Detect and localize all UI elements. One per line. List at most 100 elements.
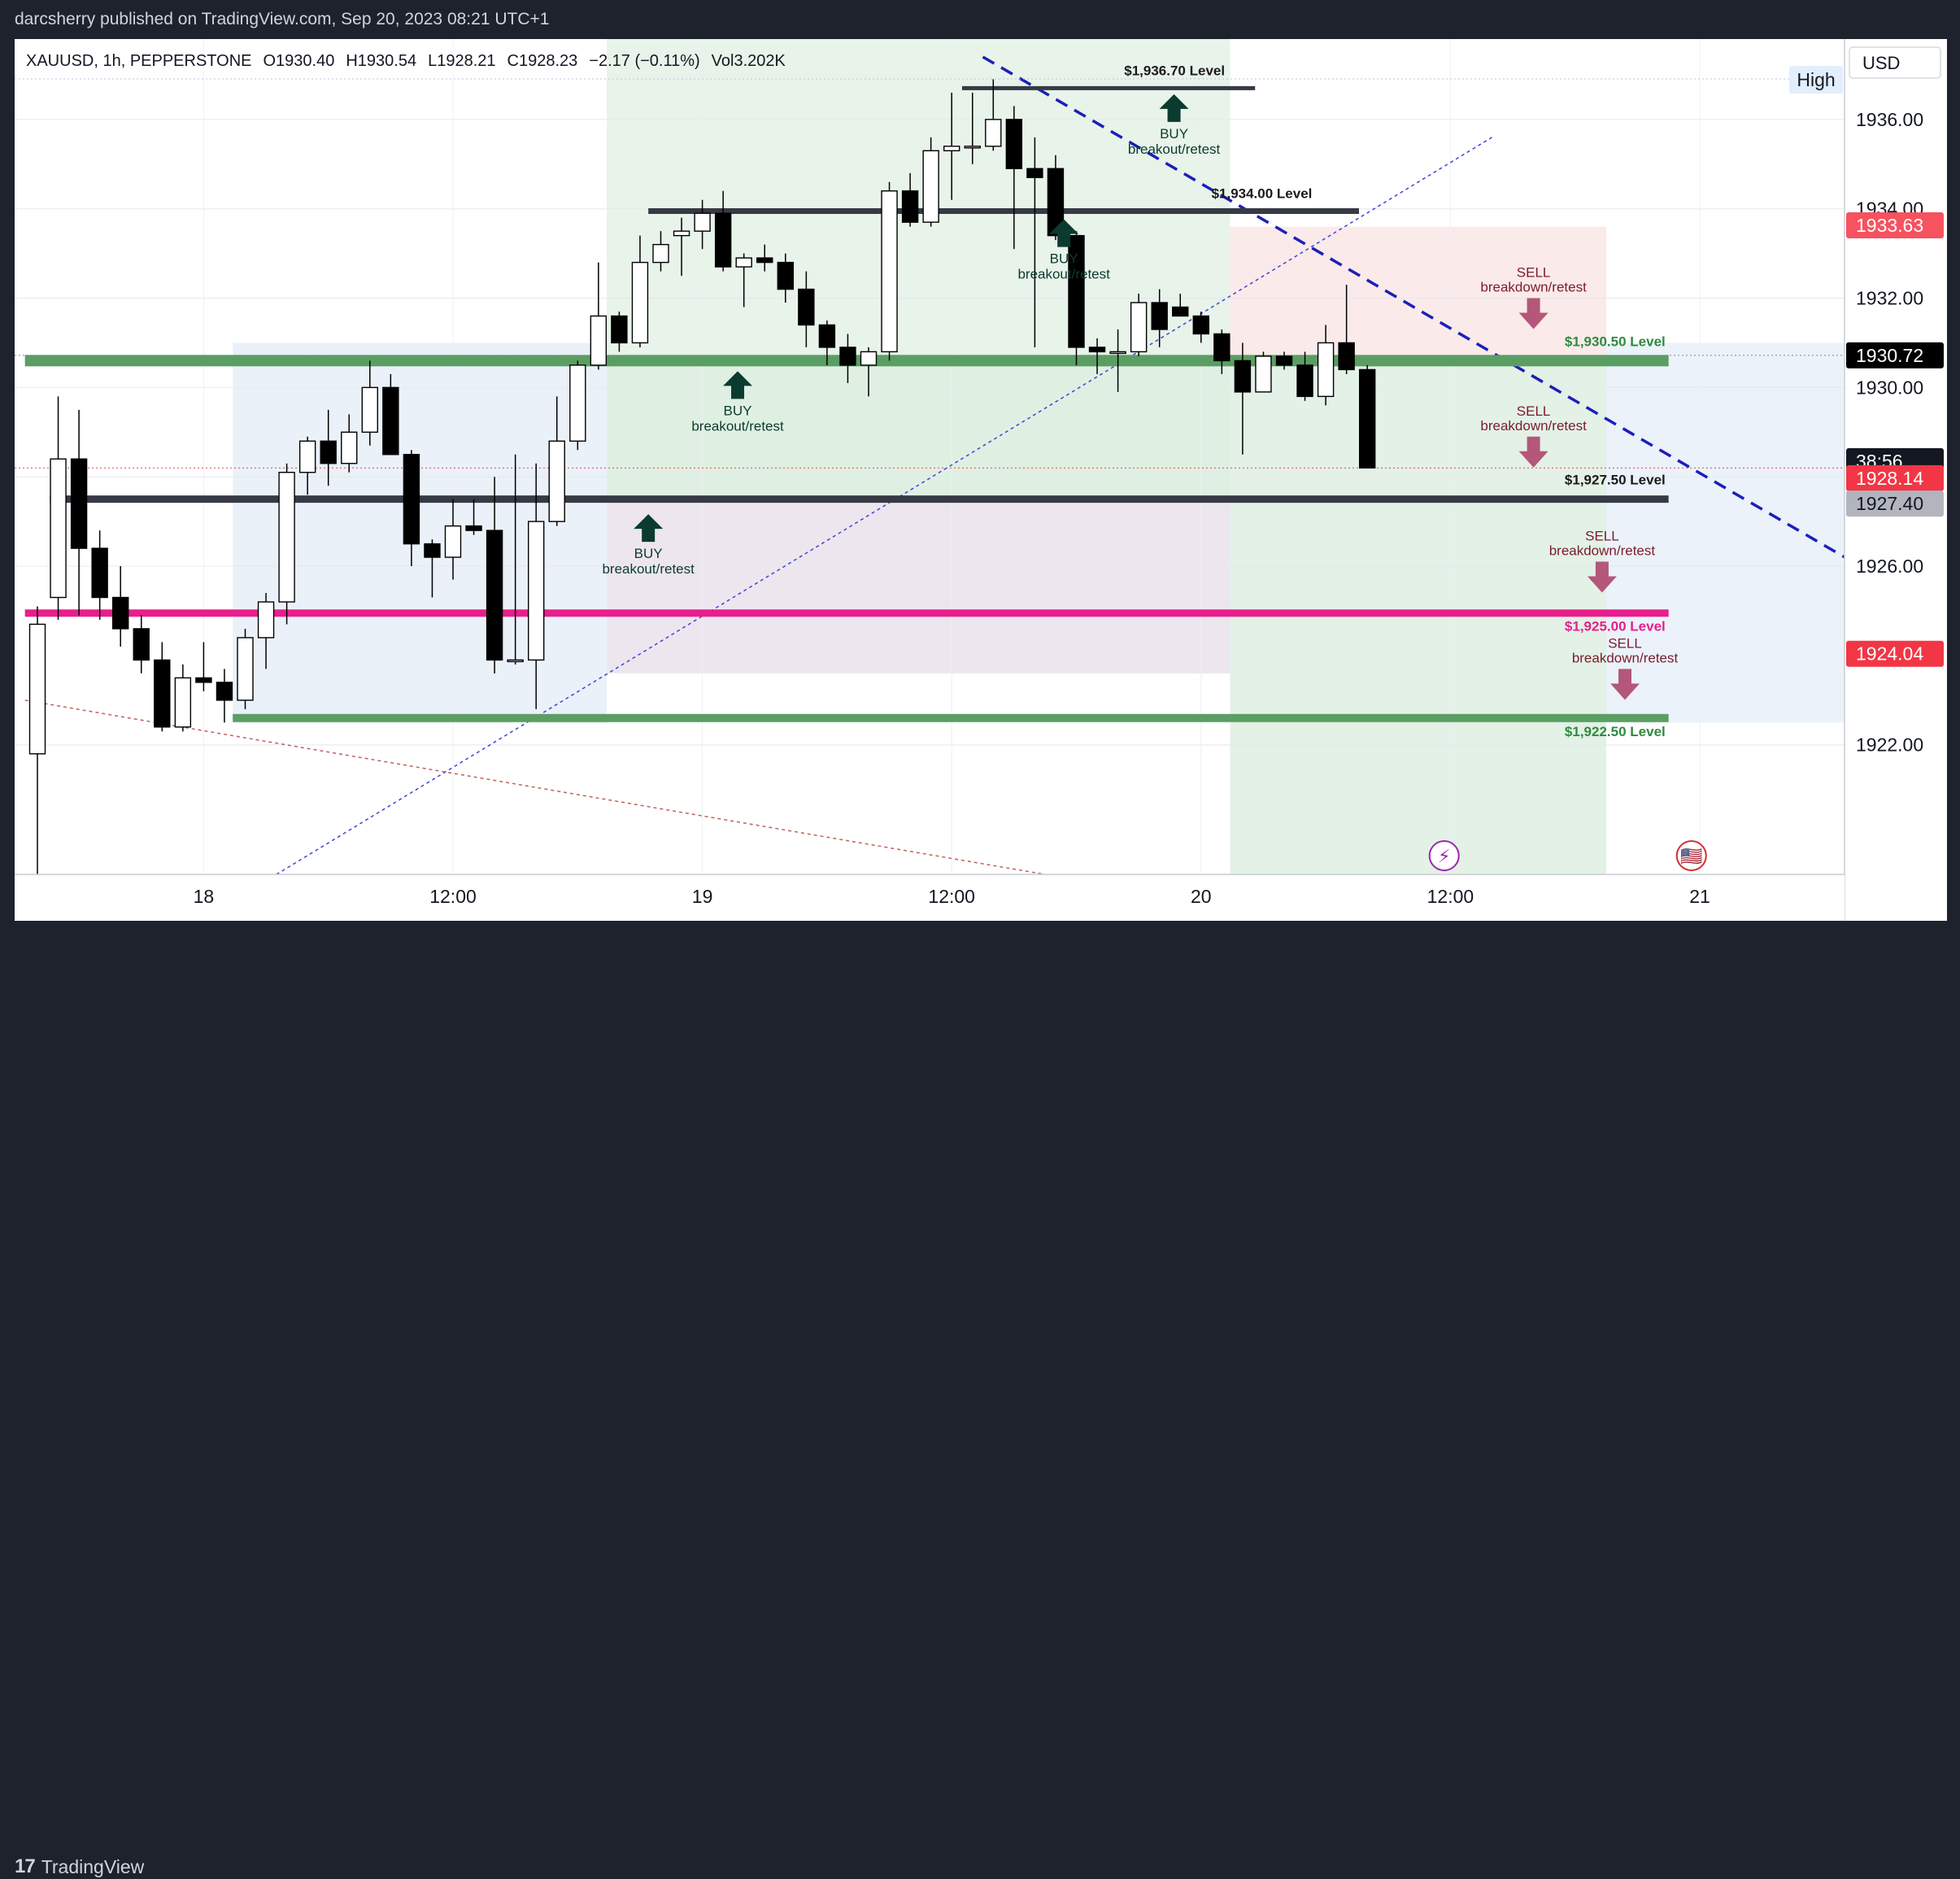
uptrend-blue-dotted[interactable] <box>276 137 1492 875</box>
candle[interactable] <box>444 499 462 580</box>
candle[interactable] <box>798 271 815 347</box>
candle[interactable] <box>881 181 898 361</box>
candle[interactable] <box>237 628 254 709</box>
candle[interactable] <box>298 436 316 495</box>
candle-body <box>881 190 898 353</box>
candle-body <box>1047 168 1065 237</box>
time-axis[interactable] <box>15 874 1845 921</box>
candle[interactable] <box>216 669 233 723</box>
candle[interactable] <box>50 396 67 620</box>
candle[interactable] <box>1047 155 1065 241</box>
candle[interactable] <box>278 463 295 625</box>
candle-body <box>174 677 192 728</box>
candle[interactable] <box>1234 342 1252 455</box>
symbol-legend-part: O1930.40 <box>264 52 335 70</box>
price-tag-bg <box>1846 490 1944 517</box>
candle-body <box>985 119 1002 147</box>
time-tick-label: 21 <box>1689 886 1710 907</box>
candle[interactable] <box>1213 329 1230 374</box>
candle[interactable] <box>1317 325 1335 406</box>
candle[interactable] <box>735 253 752 307</box>
candle[interactable] <box>611 312 628 352</box>
candle[interactable] <box>1151 289 1168 347</box>
candle-body <box>901 190 919 223</box>
candle[interactable] <box>839 334 856 383</box>
candle[interactable] <box>777 253 794 303</box>
candle[interactable] <box>174 664 192 732</box>
candle-body <box>216 682 233 701</box>
candle[interactable] <box>756 244 773 272</box>
candle-body <box>631 261 649 344</box>
tradingview-brand[interactable]: 17 TradingView <box>15 1855 144 1879</box>
candle[interactable] <box>631 235 649 347</box>
candle[interactable] <box>528 463 545 709</box>
candle-body <box>298 440 316 473</box>
candle[interactable] <box>1026 137 1043 347</box>
candle[interactable] <box>943 92 960 200</box>
symbol-legend-part: C1928.23 <box>507 52 578 70</box>
currency-button[interactable]: USD <box>1849 46 1941 79</box>
candle[interactable] <box>1338 285 1355 374</box>
candle[interactable] <box>382 373 399 456</box>
buy-title: BUY <box>1050 251 1078 267</box>
candle[interactable] <box>195 642 212 691</box>
candle[interactable] <box>465 499 482 535</box>
price-chart[interactable]: $1,930.50 Level $1,927.50 Level $1,925.00 … <box>0 0 1960 971</box>
candle[interactable] <box>818 320 836 365</box>
candle[interactable] <box>1255 351 1272 393</box>
tradingview-name: TradingView <box>41 1855 145 1877</box>
candle[interactable] <box>673 217 690 277</box>
earnings-bolt-icon[interactable]: ⚡ <box>1428 840 1460 871</box>
downtrend-blue-dashed[interactable] <box>982 55 1892 586</box>
us-flag-icon[interactable]: 🇺🇸 <box>1675 840 1707 871</box>
candle[interactable] <box>133 615 150 674</box>
candle[interactable] <box>922 137 939 227</box>
candle[interactable] <box>424 539 441 598</box>
candle[interactable] <box>652 231 669 272</box>
candle[interactable] <box>257 593 275 669</box>
time-tick-label: 18 <box>194 886 215 907</box>
candle-body <box>1005 119 1023 169</box>
candle-body <box>257 601 275 639</box>
candle[interactable] <box>361 360 378 446</box>
candle[interactable] <box>70 409 88 616</box>
candle[interactable] <box>569 360 586 451</box>
candle[interactable] <box>1088 338 1106 374</box>
candle[interactable] <box>1275 351 1293 370</box>
candle[interactable] <box>507 454 524 665</box>
candle[interactable] <box>860 347 878 397</box>
candle[interactable] <box>28 606 46 874</box>
candle[interactable] <box>1005 106 1023 250</box>
candle[interactable] <box>964 92 981 164</box>
candle[interactable] <box>486 477 503 674</box>
candle[interactable] <box>154 642 171 732</box>
candle[interactable] <box>590 262 608 370</box>
candle[interactable] <box>341 414 358 473</box>
candle[interactable] <box>1109 329 1126 392</box>
candle[interactable] <box>1358 364 1376 469</box>
symbol-legend[interactable]: XAUUSD, 1h, PEPPERSTONE O1930.40 H1930.54 L… <box>26 52 786 70</box>
candle[interactable] <box>1130 294 1148 356</box>
candle[interactable] <box>1172 294 1189 317</box>
candle[interactable] <box>548 396 565 526</box>
candle[interactable] <box>1296 351 1313 401</box>
candle[interactable] <box>91 530 108 620</box>
candle[interactable] <box>901 172 919 227</box>
candle[interactable] <box>985 79 1002 151</box>
candle[interactable] <box>714 190 732 272</box>
candle[interactable] <box>1192 312 1210 343</box>
candle[interactable] <box>111 566 129 647</box>
candle-body <box>964 146 981 149</box>
candle[interactable] <box>694 199 711 250</box>
candle[interactable] <box>320 409 337 486</box>
candle[interactable] <box>1068 231 1085 365</box>
candle[interactable] <box>403 450 420 567</box>
